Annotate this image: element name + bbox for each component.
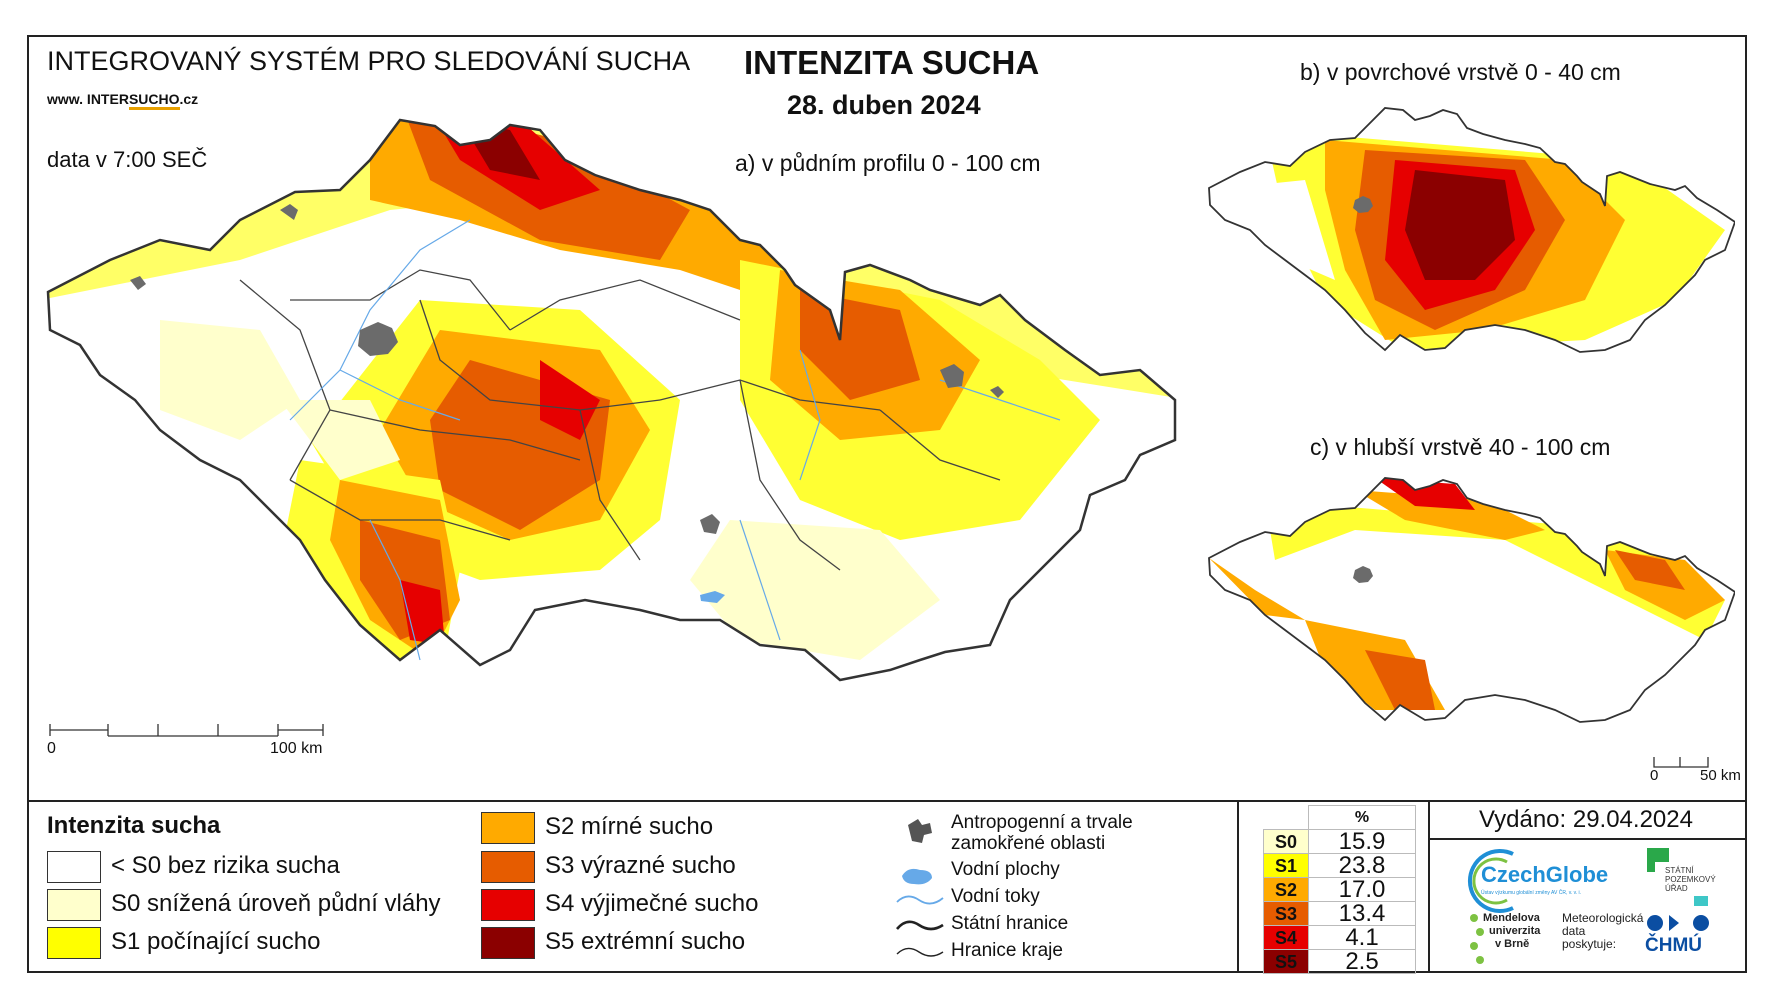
map-b-subtitle: b) v povrchové vrstvě 0 - 40 cm	[1300, 59, 1621, 85]
spu-line2: POZEMKOVÝ	[1665, 875, 1716, 884]
spu-line3: ÚŘAD	[1665, 884, 1688, 893]
water-body-icon	[902, 868, 932, 885]
czechglobe-logo-subtext: Ústav výzkumu globální změny AV ČR, v. v…	[1481, 890, 1582, 896]
stats-value-s2: 17.0	[1308, 877, 1416, 902]
stats-row-s0: S0 15.9	[1263, 829, 1416, 854]
legend-label-s3: S3 výrazné sucho	[545, 852, 736, 879]
legend-label-s0: S0 snížená úroveň půdní vláhy	[111, 890, 441, 917]
url-brand: SUCHO	[128, 91, 180, 110]
stats-value-s1: 23.8	[1308, 853, 1416, 878]
map-a-subtitle: a) v půdním profilu 0 - 100 cm	[735, 150, 1041, 176]
legend-anthropogenic-line2: zamokřené oblasti	[951, 833, 1106, 854]
mendelu-logo-dots-icon	[1470, 914, 1484, 964]
stats-value-s4: 4.1	[1308, 925, 1416, 950]
legend-divider-v1	[1237, 800, 1239, 973]
chmu-logo-icon	[1647, 915, 1709, 931]
data-time: data v 7:00 SEČ	[47, 147, 208, 172]
meteo-line3: poskytuje:	[1562, 937, 1617, 951]
legend-region-border: Hranice kraje	[951, 940, 1063, 961]
mendelu-line2: univerzita	[1489, 925, 1541, 937]
map-date: 28. duben 2024	[787, 90, 981, 120]
drought-stats-table: % S0 15.9 S1 23.8 S2 17.0 S3 13.4 S4 4.1…	[1263, 805, 1416, 974]
map-a-soil-profile	[46, 118, 1177, 682]
spu-line1: STÁTNÍ	[1665, 866, 1694, 875]
legend-swatch-s0	[47, 889, 101, 921]
scalebar-small-end: 50 km	[1700, 767, 1741, 784]
mendelu-line1: Mendelova	[1483, 912, 1540, 924]
czechglobe-logo-arc-icon	[1468, 849, 1514, 913]
legend-label-s1: S1 počínající sucho	[111, 928, 321, 955]
stats-value-s3: 13.4	[1308, 901, 1416, 926]
legend-water-bodies: Vodní plochy	[951, 859, 1060, 880]
spu-logo-text: STÁTNÍ POZEMKOVÝ ÚŘAD	[1665, 866, 1716, 893]
chmu-logo-text: ČHMÚ	[1645, 935, 1702, 956]
map-c-subtitle: c) v hlubší vrstvě 40 - 100 cm	[1310, 434, 1611, 460]
url-prefix: www. INTER	[47, 91, 129, 107]
map-b-surface-layer	[1208, 107, 1735, 353]
map-c-deep-layer	[1208, 477, 1735, 723]
legend-anthropogenic-line1: Antropogenní a trvale	[951, 812, 1133, 833]
stats-class-s5: S5	[1263, 949, 1309, 974]
mendelu-logo-text: Mendelova univerzita v Brně	[1483, 912, 1540, 951]
legend-title: Intenzita sucha	[47, 812, 221, 839]
legend-swatch-s5	[481, 927, 535, 959]
url-suffix: .cz	[179, 91, 199, 107]
stats-class-s0: S0	[1263, 829, 1309, 854]
legend-swatch-s2	[481, 812, 535, 844]
legend-swatch-s3	[481, 851, 535, 883]
meteo-line2: data	[1562, 924, 1586, 938]
stats-row-s5: S5 2.5	[1263, 949, 1416, 974]
stats-class-s4: S4	[1263, 925, 1309, 950]
stats-header-row: %	[1263, 805, 1416, 830]
legend-label-s5: S5 extrémní sucho	[545, 928, 746, 955]
stats-row-s1: S1 23.8	[1263, 853, 1416, 878]
issued-divider	[1428, 838, 1747, 840]
site-url[interactable]: www. INTERSUCHO.cz	[47, 91, 199, 110]
legend-swatch-s1	[47, 927, 101, 959]
region-border-icon	[896, 947, 944, 957]
stats-row-s2: S2 17.0	[1263, 877, 1416, 902]
stats-class-s3: S3	[1263, 901, 1309, 926]
issued-date: Vydáno: 29.04.2024	[1479, 806, 1693, 833]
stats-value-s0: 15.9	[1308, 829, 1416, 854]
scalebar-main-end: 100 km	[270, 740, 323, 757]
scalebar-main	[49, 724, 324, 737]
map-frame	[27, 35, 1747, 973]
mendelu-line3: v Brně	[1495, 938, 1530, 950]
stats-class-s1: S1	[1263, 853, 1309, 878]
legend-label-none: < S0 bez rizika sucha	[111, 852, 340, 879]
stats-row-s3: S3 13.4	[1263, 901, 1416, 926]
legend-state-border: Státní hranice	[951, 913, 1069, 934]
legend-divider-v2	[1428, 800, 1430, 973]
legend-label-s4: S4 výjimečné sucho	[545, 890, 759, 917]
legend-rivers: Vodní toky	[951, 886, 1040, 907]
scalebar-small	[1653, 757, 1709, 768]
stats-header-empty	[1263, 805, 1309, 830]
stats-class-s2: S2	[1263, 877, 1309, 902]
meteo-line1: Meteorologická	[1562, 911, 1644, 925]
legend-divider	[27, 800, 1747, 802]
main-title: INTENZITA SUCHA	[744, 44, 1040, 81]
czechglobe-logo-text: CzechGlobe	[1481, 862, 1609, 887]
meteo-data-text: Meteorologická data poskytuje:	[1562, 912, 1643, 951]
stats-value-s5: 2.5	[1308, 949, 1416, 974]
legend-swatch-none	[47, 851, 101, 883]
scalebar-small-start: 0	[1650, 767, 1659, 784]
system-title: INTEGROVANÝ SYSTÉM PRO SLEDOVÁNÍ SUCHA	[47, 46, 691, 76]
scalebar-main-start: 0	[47, 740, 56, 757]
legend-label-s2: S2 mírné sucho	[545, 813, 714, 840]
spu-logo-icon	[1647, 848, 1669, 872]
state-border-icon	[896, 920, 944, 931]
stats-header-percent: %	[1308, 805, 1416, 830]
river-icon	[896, 895, 944, 905]
legend-swatch-s4	[481, 889, 535, 921]
anthropogenic-area-icon	[908, 819, 932, 843]
stats-row-s4: S4 4.1	[1263, 925, 1416, 950]
spu-logo-accent-icon	[1694, 896, 1708, 906]
